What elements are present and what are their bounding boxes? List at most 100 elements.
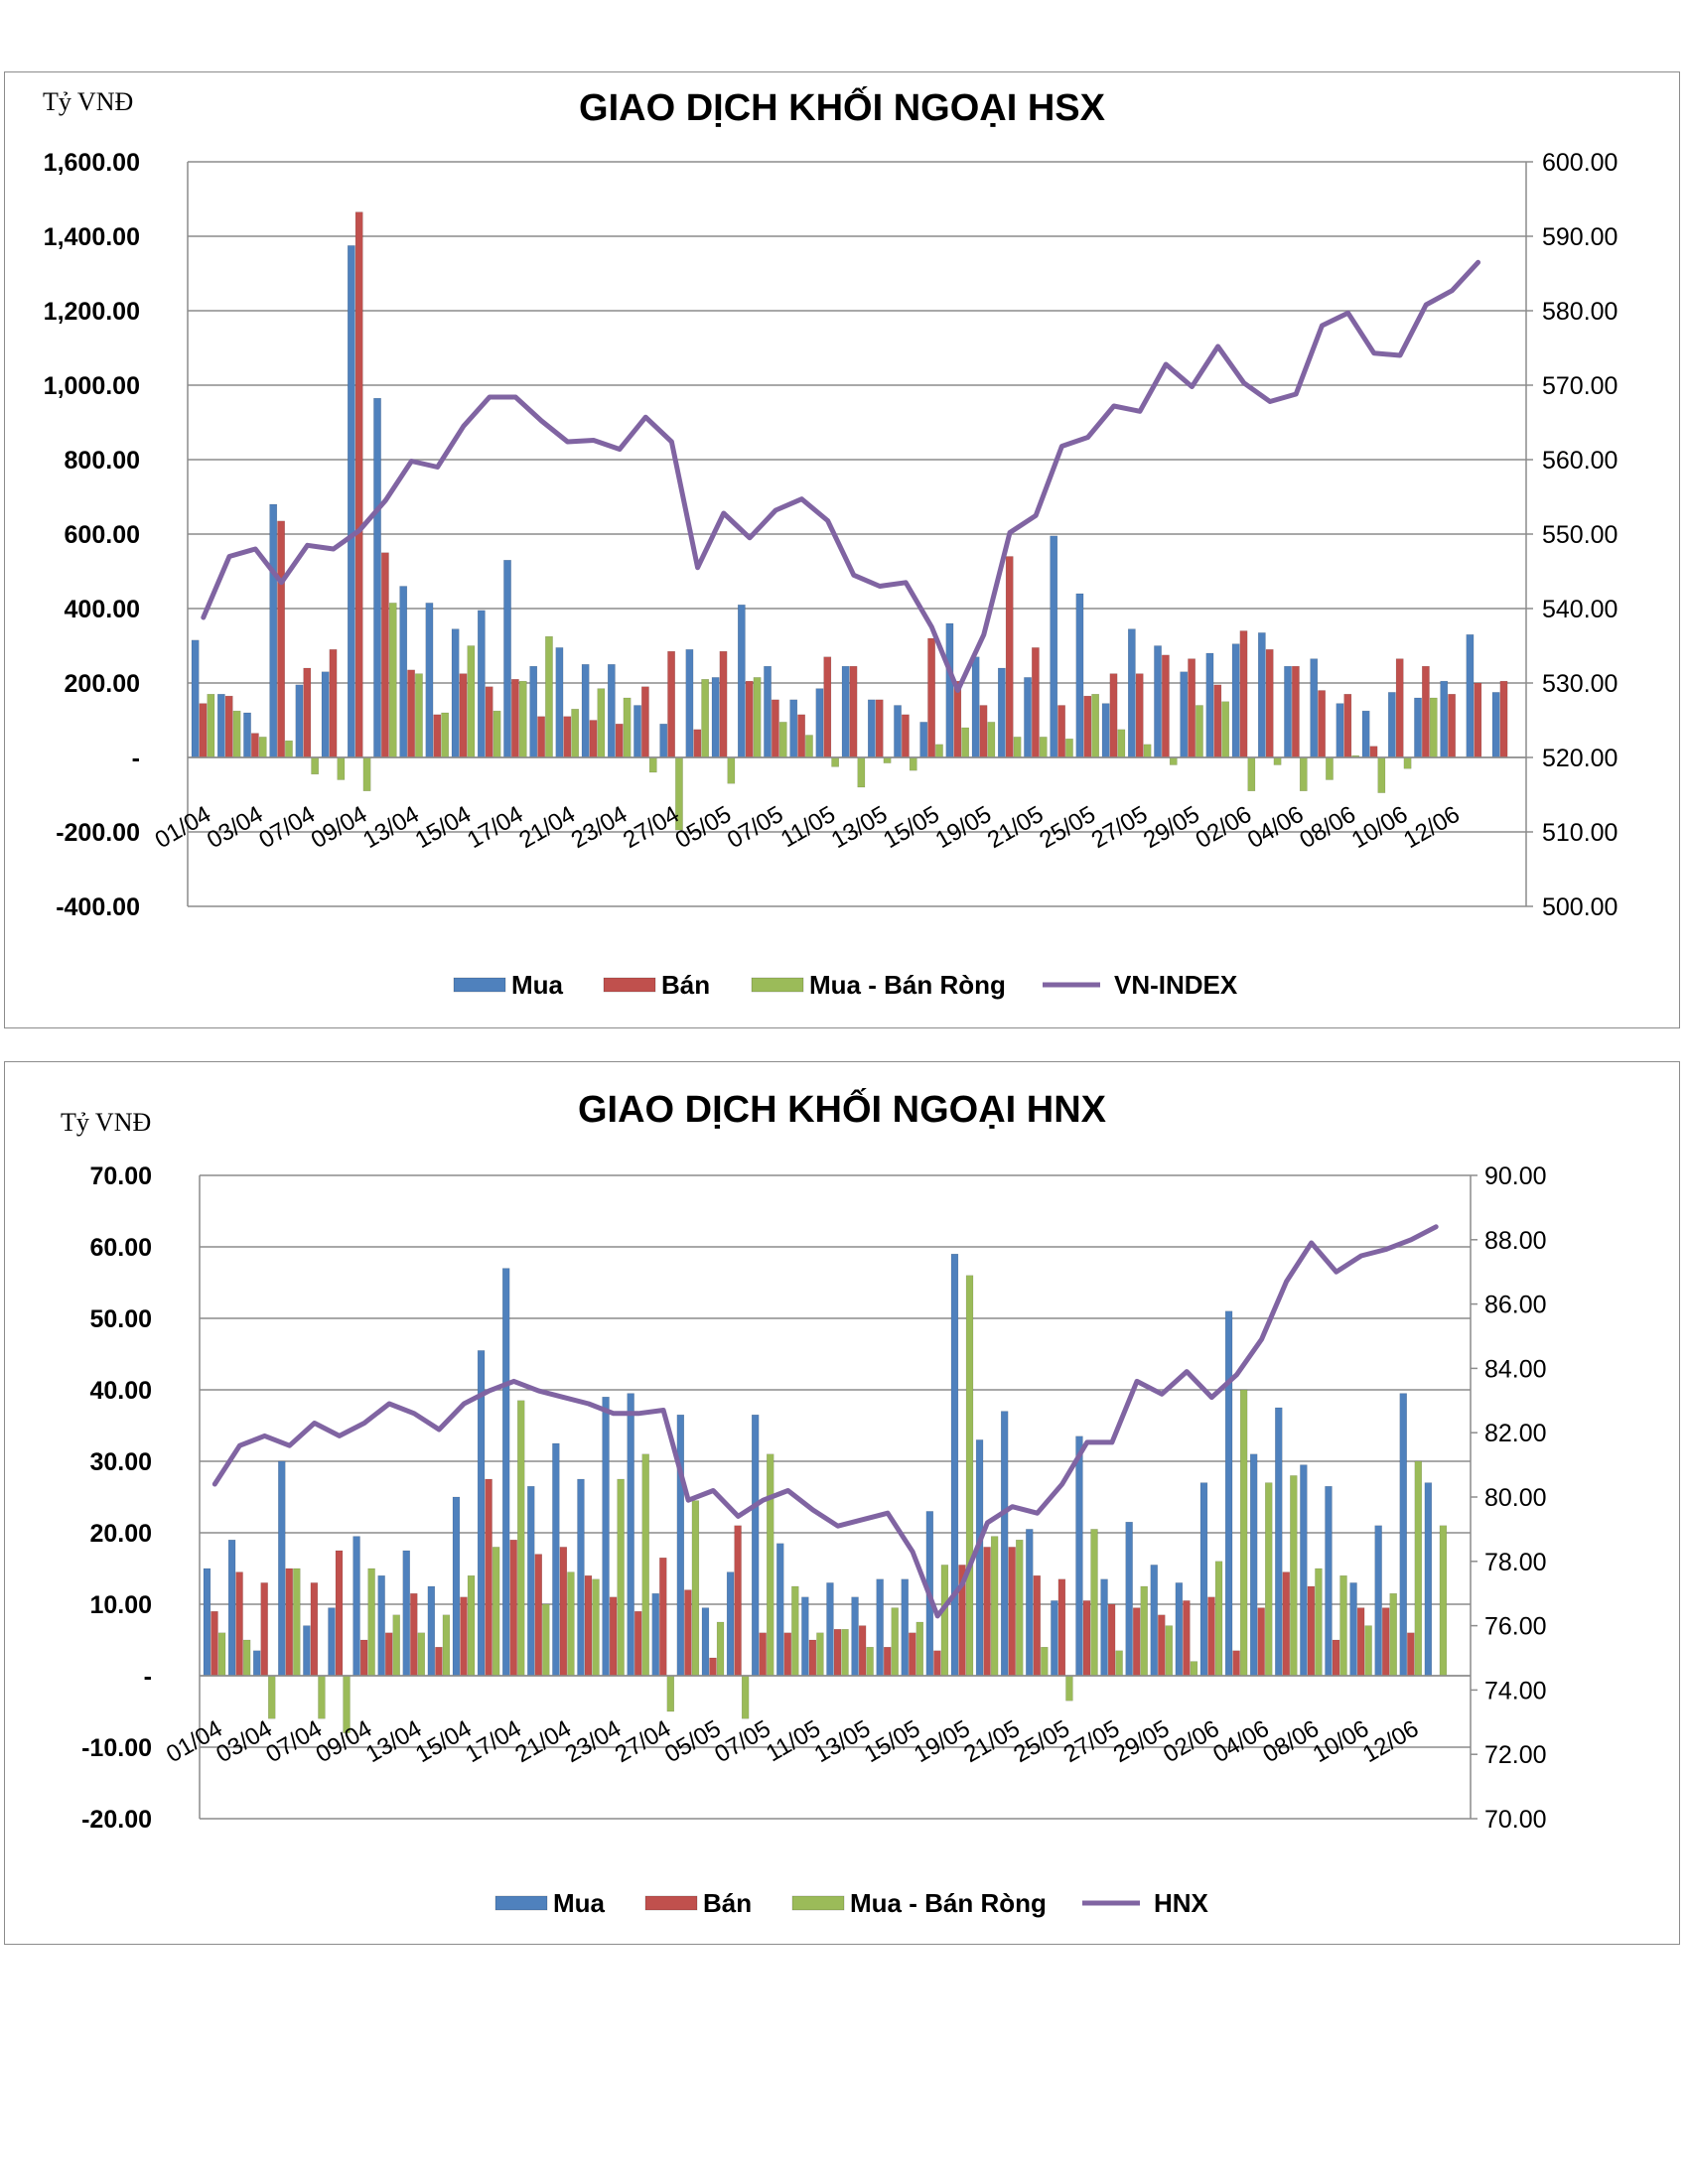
hnx-ban-bar [1307, 1585, 1316, 1677]
hsx-ban-bar [615, 724, 624, 758]
hsx-mua-bar [1284, 665, 1292, 758]
hnx-rong-bar [617, 1478, 625, 1677]
hnx-mua-bar [801, 1596, 809, 1677]
hsx-mua-bar [555, 647, 564, 758]
hsx-ban-bar [797, 714, 805, 758]
hnx-chart: GIAO DỊCH KHỐI NGOẠI HNX Tỷ VNĐ 70.00 60.00… [61, 1086, 1547, 1918]
hsx-ban-bar [224, 695, 233, 758]
hsx-x-tick-label: 07/04 [254, 801, 320, 854]
hnx-rong-bar [666, 1675, 674, 1712]
hnx-rong-bar [1439, 1525, 1448, 1677]
hsx-ban-bar [251, 733, 259, 758]
hsx-mua-bar [1231, 643, 1240, 758]
hnx-ban-bar [634, 1611, 642, 1677]
hnx-mua-bar [227, 1540, 236, 1677]
hnx-rong-bar [965, 1275, 974, 1677]
hsx-rong-bar [1429, 697, 1438, 758]
hnx-rong-bar [517, 1400, 525, 1677]
hnx-ban-bar [534, 1554, 542, 1677]
hsx-ban-bar [849, 665, 858, 758]
hsx-ban-bar [329, 649, 338, 758]
hnx-ban-bar [235, 1571, 243, 1677]
hnx-mua-bar [776, 1543, 784, 1677]
hsx-mua-bar [764, 665, 772, 758]
hsx-rong-bar [1065, 739, 1073, 758]
hnx-ban-bar [1008, 1547, 1016, 1677]
hnx-ban-bar [1207, 1596, 1215, 1677]
hnx-rong-bar [318, 1675, 326, 1719]
hnx-rong-bar [592, 1578, 600, 1677]
hnx-ban-bar [485, 1478, 492, 1677]
hsx-mua-bar [1180, 671, 1189, 758]
hsx-chart-title: GIAO DỊCH KHỐI NGOẠI HSX [579, 84, 1106, 129]
hnx-mua-bar [1075, 1435, 1083, 1677]
hsx-x-tick-label: 27/05 [1087, 801, 1153, 854]
hnx-ban-bar [359, 1639, 368, 1677]
hsx-mua-bar [659, 724, 668, 758]
hsx-mua-bar [815, 688, 824, 758]
hsx-ban-bar [563, 716, 572, 758]
hsx-ban-bar [1213, 684, 1222, 758]
hnx-rong-bar [567, 1571, 575, 1677]
hsx-y2-tick-label: 500.00 [1542, 893, 1618, 921]
hnx-y2-tick-label: 76.00 [1484, 1613, 1547, 1641]
hnx-mua-bar [577, 1478, 585, 1677]
hsx-ban-bar [277, 520, 285, 758]
hsx-rong-bar [701, 679, 709, 758]
hnx-mua-bar [527, 1486, 535, 1677]
hsx-ban-bar [719, 650, 728, 758]
hsx-y-tick-label: 1,600.00 [44, 149, 140, 177]
hsx-mua-bar [1466, 634, 1475, 758]
hsx-index-line [201, 259, 1481, 693]
hsx-mua-bar [1257, 632, 1266, 758]
hsx-rong-bar [415, 673, 423, 758]
hnx-ban-bar [734, 1525, 742, 1677]
hsx-mua-bar [1101, 703, 1110, 758]
hnx-ban-bar [1082, 1600, 1091, 1677]
hnx-ban-bar [310, 1582, 319, 1677]
hsx-ban-bar [979, 705, 988, 758]
hnx-ban-bar [709, 1657, 717, 1677]
hsx-legend-ban-swatch [603, 977, 656, 993]
hnx-rong-bar [1315, 1568, 1323, 1677]
hsx-x-tick-label: 09/04 [307, 801, 372, 854]
hnx-y2-tick-label: 84.00 [1484, 1355, 1547, 1383]
hnx-rong-bar [841, 1629, 849, 1677]
hsx-ban-bar [1474, 682, 1482, 758]
hnx-y2-tick-label: 82.00 [1484, 1420, 1547, 1447]
hsx-ban-bar [1318, 690, 1326, 758]
hnx-rong-bar [791, 1585, 799, 1677]
hnx-ban-bar [559, 1547, 568, 1677]
hnx-ban-bar [1332, 1639, 1340, 1677]
hnx-y2-tick-label: 78.00 [1484, 1549, 1547, 1576]
hnx-mua-bar [377, 1575, 385, 1677]
hsx-rong-bar [362, 756, 371, 791]
hnx-mua-bar [876, 1578, 884, 1677]
hsx-x-tick-label: 08/06 [1295, 801, 1360, 854]
hsx-ban-bar [693, 729, 702, 758]
hsx-ban-bar [589, 720, 598, 758]
hnx-y2-tick-label: 72.00 [1484, 1741, 1547, 1769]
hsx-ban-bar [354, 211, 363, 758]
hsx-mua-bar [919, 722, 928, 758]
hsx-ban-bar [1032, 647, 1040, 758]
hnx-rong-bar [1190, 1661, 1198, 1677]
hsx-mua-bar [971, 656, 980, 758]
hnx-mua-bar [950, 1253, 959, 1677]
hnx-mua-bar [452, 1496, 461, 1677]
hsx-rong-bar [805, 735, 813, 758]
hnx-y-tick-label: -10.00 [81, 1734, 152, 1762]
hsx-x-tick-label: 07/05 [723, 801, 788, 854]
hsx-x-tick-label: 10/06 [1347, 801, 1413, 854]
hsx-rong-bar [518, 680, 527, 758]
hnx-chart-title: GIAO DỊCH KHỐI NGOẠI HNX [578, 1086, 1107, 1131]
hsx-mua-bar [243, 712, 251, 758]
hsx-legend-rong-swatch [751, 977, 804, 993]
hnx-ban-bar [783, 1632, 791, 1677]
hnx-rong-bar [1090, 1529, 1098, 1677]
hsx-mua-bar [478, 610, 486, 758]
hnx-legend-rong-label: Mua - Bán Ròng [850, 1888, 1047, 1918]
hsx-rong-bar [1273, 756, 1282, 765]
hnx-ban-bar [1133, 1607, 1141, 1677]
hnx-mua-bar [203, 1568, 211, 1677]
